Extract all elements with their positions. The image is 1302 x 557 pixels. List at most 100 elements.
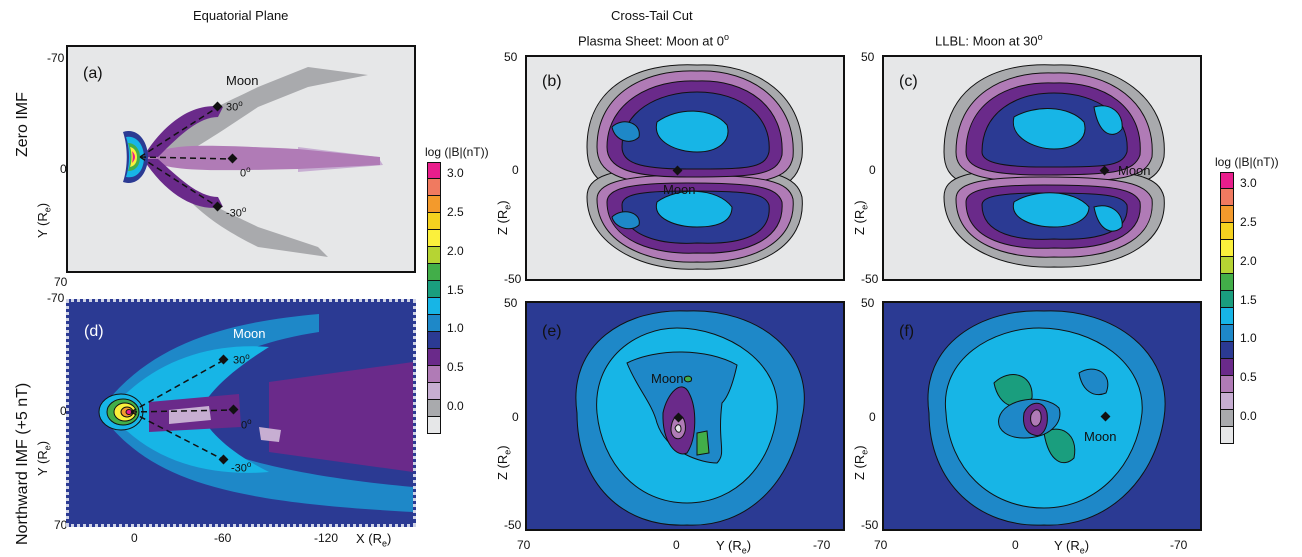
tick-e-top: 50 bbox=[504, 296, 518, 310]
panel-label-e: (e) bbox=[542, 323, 562, 340]
y-axis-label-a: Y (Re) bbox=[35, 202, 53, 238]
x-axis-label-f: Y (Re) bbox=[1054, 538, 1090, 556]
plasma-sheet-title: Plasma Sheet: Moon at 0o bbox=[578, 32, 729, 48]
z-axis-label-e: Z (Re) bbox=[495, 445, 513, 480]
angle-30-d: 30o bbox=[233, 352, 250, 367]
flux-lobes-b bbox=[586, 64, 803, 270]
colorbar-swatch bbox=[1220, 325, 1234, 342]
panel-f: (f) Moon bbox=[882, 301, 1202, 531]
colorbar-swatch bbox=[1220, 189, 1234, 206]
colorbar-tick-label: 0.5 bbox=[1240, 370, 1257, 385]
panel-b: (b) Moon bbox=[525, 55, 845, 281]
plasma-sheet-text: Plasma Sheet: Moon at 0 bbox=[578, 33, 724, 49]
colorbar-swatch bbox=[1220, 291, 1234, 308]
colorbar-swatch bbox=[1220, 393, 1234, 410]
colorbar-swatch bbox=[1220, 172, 1234, 189]
colorbar-swatch bbox=[427, 366, 441, 383]
panel-c-plot bbox=[943, 64, 1165, 268]
colorbar-swatch bbox=[427, 230, 441, 247]
x-axis-label-d: X (Re) bbox=[356, 531, 392, 549]
colorbar-tick-label: 0.0 bbox=[447, 399, 464, 414]
colorbar-tick-label: 1.0 bbox=[1240, 331, 1257, 346]
colorbar-title-left: log (|B|(nT)) bbox=[425, 145, 489, 159]
angle-30-a: 30o bbox=[226, 99, 243, 114]
angle-m30-a: -30o bbox=[226, 205, 247, 220]
colorbar-tick-label: 3.0 bbox=[447, 166, 464, 180]
colorbar-tick-label: 2.0 bbox=[447, 243, 464, 258]
colorbar-swatch bbox=[1220, 427, 1234, 444]
colorbar-swatch bbox=[427, 196, 441, 213]
colorbar-swatch bbox=[427, 298, 441, 315]
llbl-text: LLBL: Moon at 30 bbox=[935, 33, 1038, 49]
colorbar-swatch bbox=[427, 349, 441, 366]
tick-b-mid: 0 bbox=[512, 163, 519, 177]
tick-e-mid: 0 bbox=[512, 410, 519, 424]
colorbar-swatch bbox=[1220, 206, 1234, 223]
flux-lobes-c bbox=[943, 64, 1165, 268]
earth-core-d bbox=[98, 393, 144, 431]
colorbar-swatch bbox=[1220, 359, 1234, 376]
earth-core-a bbox=[123, 131, 148, 183]
tick-f-mid: 0 bbox=[869, 410, 876, 424]
panel-e-plot bbox=[575, 310, 805, 526]
colorbar-swatch bbox=[1220, 342, 1234, 359]
panel-d-plot bbox=[98, 314, 413, 512]
angle-0-a: 0o bbox=[240, 165, 251, 180]
llbl-title: LLBL: Moon at 30o bbox=[935, 32, 1043, 48]
panel-d: (d) Moon 30o 0o -30o bbox=[66, 299, 416, 527]
panel-a: (a) Moon 30o 0o -30o bbox=[66, 45, 416, 273]
tick-x-0: 0 bbox=[131, 531, 138, 545]
degree-symbol: o bbox=[1037, 32, 1043, 42]
tick-a-bottom: 70 bbox=[54, 275, 68, 289]
angle-0-d: 0o bbox=[241, 417, 252, 432]
panel-label-b: (b) bbox=[542, 73, 562, 90]
panel-a-plot bbox=[123, 67, 383, 257]
moon-marker-f bbox=[1100, 411, 1111, 422]
tick-b-top: 50 bbox=[504, 50, 518, 64]
moon-label-e: Moon bbox=[651, 371, 684, 386]
colorbar-tick-label: 2.0 bbox=[1240, 253, 1257, 268]
panel-label-c: (c) bbox=[899, 73, 918, 90]
moon-marker-c bbox=[1099, 165, 1110, 176]
tick-x-60: -60 bbox=[214, 531, 232, 545]
angle-m30-d: -30o bbox=[231, 460, 252, 475]
colorbar-tick-label: 3.0 bbox=[1240, 176, 1257, 190]
panel-c: (c) Moon bbox=[882, 55, 1202, 281]
z-axis-label-f: Z (Re) bbox=[852, 445, 870, 480]
colorbar-swatch bbox=[1220, 376, 1234, 393]
colorbar-right: 3.0 2.5 2.0 1.5 1.0 0.5 0.0 bbox=[1220, 172, 1257, 444]
colorbar-swatch bbox=[427, 264, 441, 281]
plasma-regions-a bbox=[143, 67, 383, 257]
cross-tail-title: Cross-Tail Cut bbox=[611, 8, 693, 23]
colorbar-swatch bbox=[1220, 308, 1234, 325]
moon-markers-a bbox=[212, 101, 238, 212]
colorbar-swatch bbox=[427, 383, 441, 400]
colorbar-swatch bbox=[427, 281, 441, 298]
field-regions-d bbox=[99, 314, 413, 512]
colorbar-swatch bbox=[427, 400, 441, 417]
tick-b-bottom: -50 bbox=[504, 272, 522, 286]
tick-f-top: 50 bbox=[861, 296, 875, 310]
colorbar-tick-label: 2.5 bbox=[1240, 214, 1257, 229]
moon-orbit-a bbox=[139, 106, 234, 208]
field-regions-f bbox=[927, 310, 1166, 526]
colorbar-left: 3.0 2.5 2.0 1.5 1.0 0.5 0.0 bbox=[427, 162, 464, 434]
colorbar-swatch bbox=[427, 247, 441, 264]
panel-label-d: (d) bbox=[84, 323, 104, 340]
panel-b-plot bbox=[586, 64, 803, 270]
colorbar-tick-label: 1.5 bbox=[1240, 292, 1257, 307]
y-axis-label-d: Y (Re) bbox=[35, 440, 53, 476]
z-axis-label-c: Z (Re) bbox=[852, 200, 870, 235]
colorbar-swatch bbox=[1220, 240, 1234, 257]
colorbar-swatch bbox=[427, 332, 441, 349]
tick-d-bottom: 70 bbox=[54, 518, 68, 532]
tick-d-top: -70 bbox=[47, 291, 65, 305]
colorbar-tick-label: 1.5 bbox=[447, 282, 464, 297]
colorbar-tick-label: 1.0 bbox=[447, 321, 464, 336]
panel-label-a: (a) bbox=[83, 65, 103, 82]
panel-label-f: (f) bbox=[899, 323, 915, 340]
colorbar-swatch bbox=[427, 213, 441, 230]
colorbar-swatch bbox=[1220, 257, 1234, 274]
colorbar-swatch bbox=[427, 417, 441, 434]
tick-c-top: 50 bbox=[861, 50, 875, 64]
